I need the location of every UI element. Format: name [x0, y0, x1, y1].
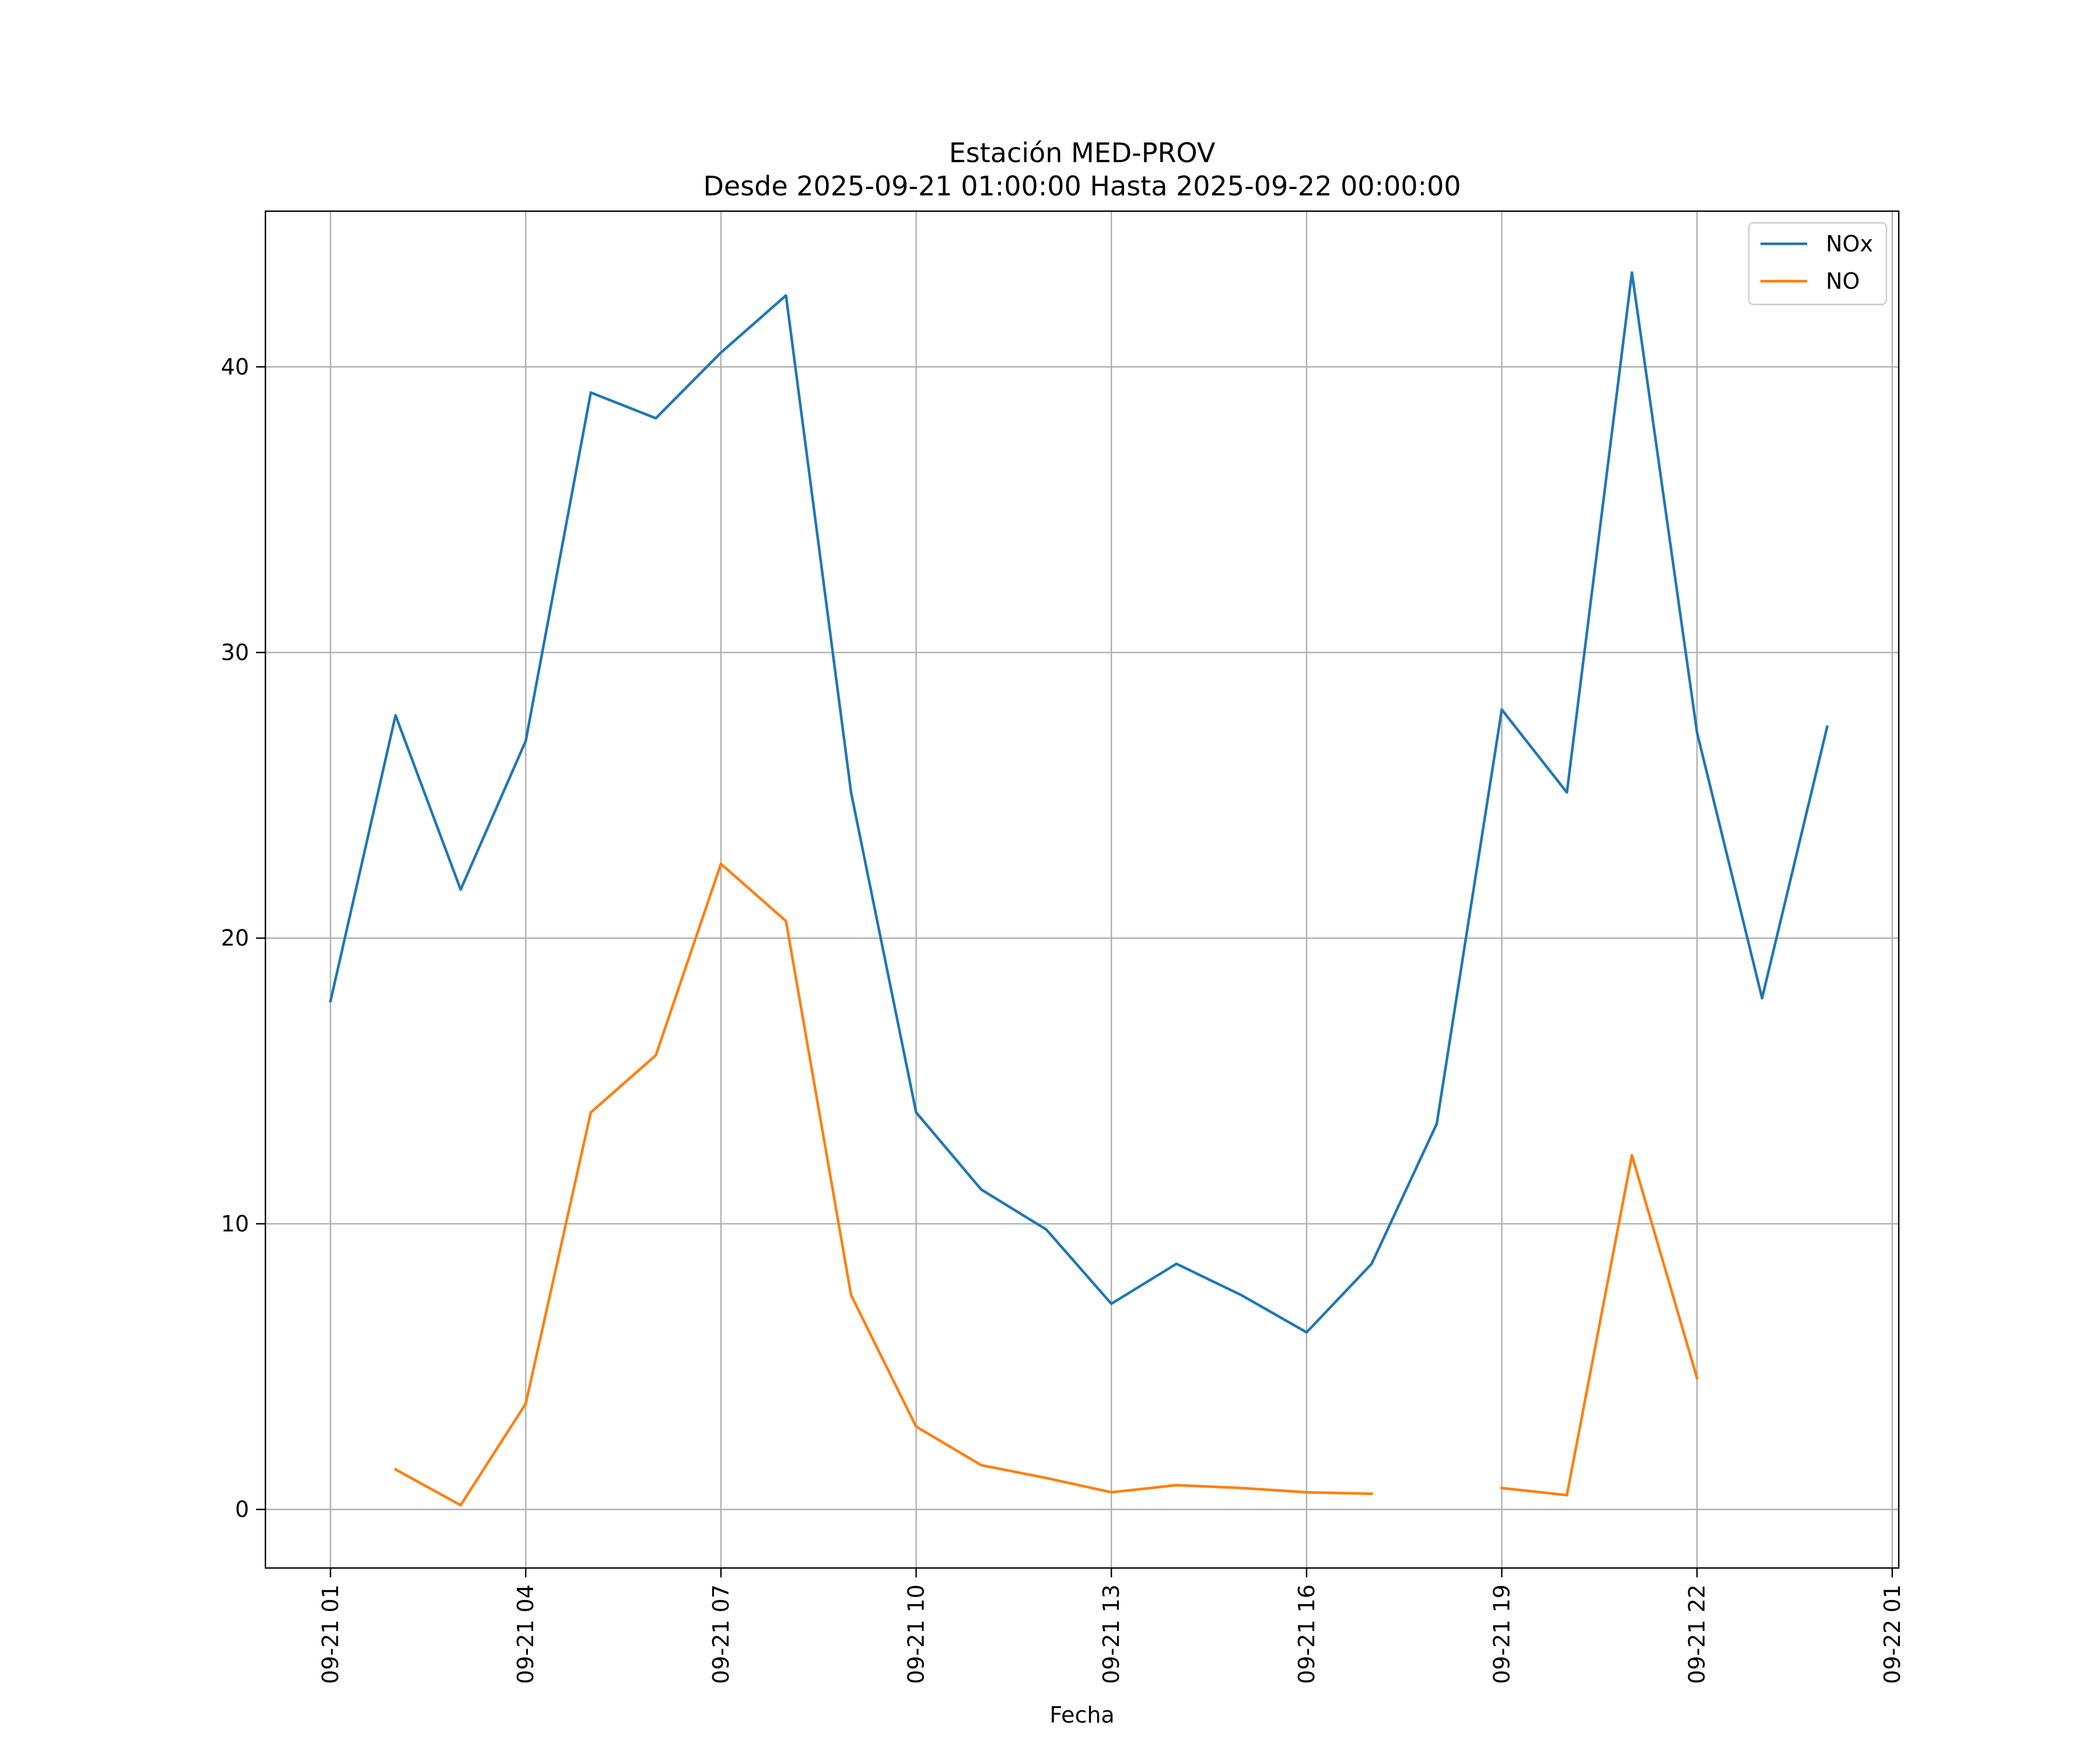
legend-label-nox: NOx — [1826, 231, 1873, 257]
grid — [265, 211, 1899, 1568]
x-tick-label: 09-21 07 — [708, 1584, 734, 1684]
x-tick-label: 09-21 01 — [318, 1584, 344, 1684]
legend: NOx NO — [1748, 222, 1888, 306]
x-tick-label: 09-21 04 — [513, 1584, 538, 1684]
x-tick-label: 09-21 19 — [1489, 1584, 1515, 1684]
series-line-nox — [328, 271, 1829, 1334]
chart-subtitle: Desde 2025-09-21 01:00:00 Hasta 2025-09-… — [703, 170, 1461, 202]
y-tick-label: 20 — [221, 925, 249, 951]
y-tick-label: 10 — [221, 1211, 249, 1237]
series-lines — [328, 271, 1829, 1507]
legend-label-no: NO — [1826, 268, 1860, 294]
x-axis-label: Fecha — [1049, 1702, 1114, 1728]
x-tick-label: 09-22 01 — [1880, 1584, 1905, 1684]
series-line-no — [394, 862, 1699, 1507]
x-tick-label: 09-21 10 — [904, 1584, 929, 1684]
y-tick-label: 40 — [221, 354, 249, 380]
x-tick-label: 09-21 16 — [1294, 1584, 1320, 1684]
plot-frame — [264, 210, 1900, 1569]
chart-title: Estación MED-PROV — [949, 137, 1216, 169]
y-axis: 0 10 20 30 40 — [221, 354, 265, 1522]
x-tick-label: 09-21 22 — [1684, 1584, 1710, 1684]
y-tick-label: 30 — [221, 640, 249, 666]
y-tick-label: 0 — [235, 1497, 249, 1522]
x-tick-label: 09-21 13 — [1098, 1584, 1124, 1684]
x-axis: 09-21 01 09-21 04 09-21 07 09-21 10 09-21 13… — [318, 1568, 1905, 1684]
